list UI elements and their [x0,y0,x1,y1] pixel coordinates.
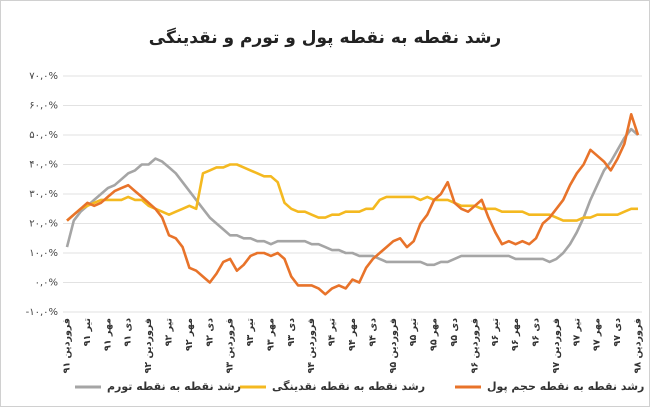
x-tick-label: تیر ۹۶ [490,318,501,346]
x-tick-label: مهر ۹۱ [102,318,113,351]
y-tick-label: -۱۰,۰% [26,307,58,318]
x-tick-label: مهر ۹۶ [510,318,521,351]
line-series [66,113,640,296]
legend-label: رشد نقطه به نقطه نقدینگی [272,380,425,393]
x-tick-label: مهر ۹۷ [592,318,603,351]
x-tick-label: مهر ۹۳ [265,318,276,351]
line-series [66,163,638,222]
y-tick-label: ۱۰,۰% [29,248,58,259]
x-tick-label: مهر ۹۲ [184,318,195,351]
x-tick-label: فروردین ۹۸ [633,318,644,373]
y-tick-label: ۳۰,۰% [29,189,58,200]
x-tick-label: تیر ۹۳ [245,318,256,346]
y-tick-label: ۷۰,۰% [29,71,58,82]
x-tick-label: مهر ۹۵ [429,318,440,351]
y-tick-label: ۴۰,۰% [29,160,58,171]
x-tick-label: فروردین ۹۲ [143,318,154,373]
x-tick-label: فروردین ۹۶ [469,318,480,373]
x-tick-label: دی ۹۱ [123,318,134,347]
y-tick-label: ۵۰,۰% [29,130,58,141]
x-tick-label: تیر ۹۱ [82,318,93,346]
y-tick-label: ۶۰,۰% [29,101,58,112]
x-tick-label: تیر ۹۷ [571,318,582,346]
y-tick-label: ۰,۰% [35,278,58,289]
x-tick-label: فروردین ۹۱ [62,318,73,373]
legend-label: رشد نقطه به نقطه حجم پول [487,380,644,393]
x-tick-label: تیر ۹۴ [327,318,338,346]
x-tick-label: مهر ۹۴ [347,318,358,351]
x-tick-label: دی ۹۲ [204,318,215,347]
legend-label: رشد نقطه به نقطه تورم [107,380,241,393]
x-tick-label: فروردین ۹۴ [306,318,317,373]
x-tick-label: دی ۹۴ [367,318,378,347]
line-series [65,127,639,267]
chart-title: رشد نقطه به نقطه پول و تورم و نقدینگی [149,27,501,48]
x-tick-label: دی ۹۷ [612,318,623,347]
x-tick-label: دی ۹۳ [286,318,297,347]
x-tick-label: فروردین ۹۷ [551,318,562,373]
x-tick-label: دی ۹۶ [531,318,542,347]
x-tick-label: فروردین ۹۵ [388,318,399,373]
y-tick-label: ۲۰,۰% [29,219,58,230]
x-tick-label: فروردین ۹۳ [225,318,236,373]
x-tick-label: تیر ۹۵ [408,318,419,346]
x-tick-label: تیر ۹۲ [163,318,174,346]
x-tick-label: دی ۹۵ [449,318,460,347]
